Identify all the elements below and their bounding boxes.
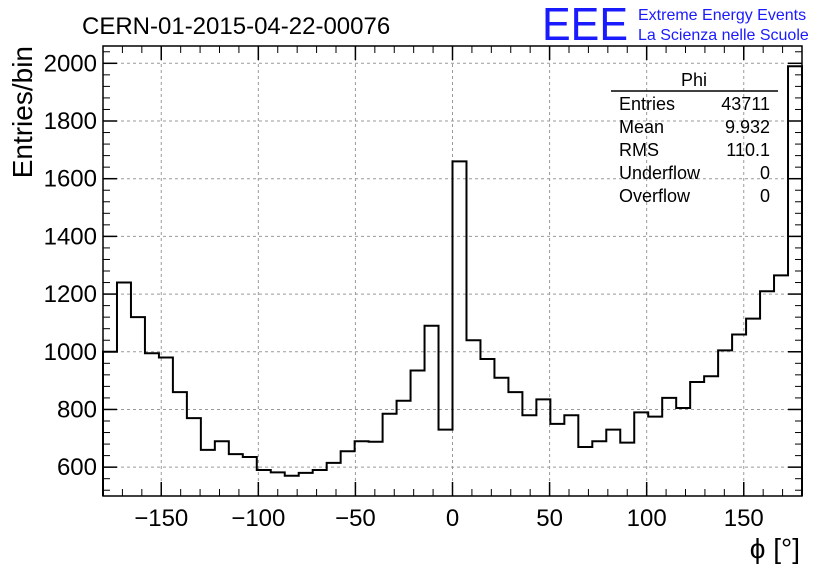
logo-line-1: Extreme Energy Events xyxy=(638,7,806,24)
histogram-bin xyxy=(103,352,117,496)
histogram-bin xyxy=(439,430,453,496)
histogram-bin xyxy=(774,275,788,496)
histogram-bin xyxy=(341,451,355,496)
histogram-bin xyxy=(676,408,690,496)
x-tick-labels: −150 −100 −50 0 50 100 150 xyxy=(134,505,764,532)
histogram-bin xyxy=(662,398,676,496)
y-tick-label: 1400 xyxy=(44,223,97,250)
y-tick-label: 1800 xyxy=(44,108,97,135)
histogram-bin xyxy=(369,442,383,496)
stats-row-value: 0 xyxy=(760,163,770,183)
histogram-bin xyxy=(285,476,299,496)
stats-row-label: Entries xyxy=(619,94,675,114)
stats-row-label: RMS xyxy=(619,140,659,160)
logo-mark: EEE xyxy=(542,0,628,50)
stats-rows: Entries 43711 Mean 9.932 RMS 110.1 Underflow 0 O… xyxy=(619,94,770,206)
histogram-bin xyxy=(536,399,550,496)
x-tick-label: 100 xyxy=(627,505,667,532)
histogram-bin xyxy=(788,66,802,496)
x-tick-label: −50 xyxy=(335,505,376,532)
histogram-bin xyxy=(229,454,243,496)
histogram-bin xyxy=(327,463,341,496)
x-axis-label: ϕ [°] xyxy=(750,533,800,564)
histogram-bin xyxy=(453,161,467,496)
stats-row-label: Underflow xyxy=(619,163,701,183)
histogram-bin xyxy=(355,441,369,496)
y-tick-label: 1200 xyxy=(44,281,97,308)
stats-row-value: 9.932 xyxy=(725,117,770,137)
histogram-outline xyxy=(102,65,803,496)
histogram-bin xyxy=(425,326,439,496)
histogram-bin xyxy=(606,430,620,496)
histogram-bin xyxy=(411,371,425,496)
histogram-bin xyxy=(313,470,327,496)
histogram-bin xyxy=(494,378,508,496)
histogram-bin xyxy=(578,447,592,496)
histogram-bin xyxy=(522,415,536,496)
histogram-bin xyxy=(201,450,215,496)
stats-row-value: 110.1 xyxy=(726,140,770,160)
x-tick-label: −150 xyxy=(134,505,188,532)
y-tick-labels: 600 800 1000 1200 1400 1600 1800 2000 xyxy=(44,50,97,481)
histogram-bin xyxy=(187,418,201,496)
y-tick-label: 800 xyxy=(57,396,97,423)
histogram-bin xyxy=(299,473,313,496)
histogram-bin xyxy=(550,424,564,496)
histogram-bin xyxy=(173,392,187,496)
logo-line-2: La Scienza nelle Scuole xyxy=(638,27,809,44)
x-tick-label: −100 xyxy=(231,505,285,532)
histogram-bin xyxy=(480,359,494,496)
histogram-bin xyxy=(508,392,522,496)
histogram-bin xyxy=(159,358,173,496)
chart-title: CERN-01-2015-04-22-00076 xyxy=(82,13,390,40)
y-tick-label: 600 xyxy=(57,454,97,481)
histogram-bin xyxy=(732,334,746,496)
stats-row-value: 0 xyxy=(760,186,770,206)
histogram-bin xyxy=(690,382,704,496)
histogram-bin xyxy=(383,414,397,496)
histogram-bin xyxy=(746,319,760,496)
histogram-bin xyxy=(397,401,411,496)
x-tick-label: 50 xyxy=(536,505,563,532)
x-tick-label: 0 xyxy=(446,505,459,532)
histogram-bin xyxy=(592,441,606,496)
histogram-bin xyxy=(620,443,634,496)
y-axis-label: Entries/bin xyxy=(7,46,38,178)
y-tick-label: 2000 xyxy=(44,50,97,77)
stats-row-label: Mean xyxy=(619,117,664,137)
histogram-bin xyxy=(145,353,159,496)
y-tick-label: 1000 xyxy=(44,339,97,366)
histogram-bin xyxy=(117,283,131,496)
eee-logo: EEE Extreme Energy Events La Scienza nel… xyxy=(542,0,809,50)
histogram-bin xyxy=(718,350,732,496)
histogram-bin xyxy=(564,415,578,496)
histogram-bin xyxy=(760,291,774,496)
histogram-bin xyxy=(131,317,145,496)
stats-row-value: 43711 xyxy=(721,94,770,114)
y-tick-label: 1600 xyxy=(44,166,97,193)
histogram-bin xyxy=(704,376,718,496)
x-tick-label: 150 xyxy=(724,505,764,532)
stats-row-label: Overflow xyxy=(619,186,691,206)
stats-box: Phi Entries 43711 Mean 9.932 RMS 110.1 Underfl… xyxy=(611,70,778,206)
axis-ticks xyxy=(103,46,802,496)
histogram-bin xyxy=(648,417,662,496)
stats-title: Phi xyxy=(681,70,707,90)
histogram-bin xyxy=(466,340,480,496)
histogram-bin xyxy=(215,441,229,496)
histogram-bin xyxy=(243,457,257,496)
